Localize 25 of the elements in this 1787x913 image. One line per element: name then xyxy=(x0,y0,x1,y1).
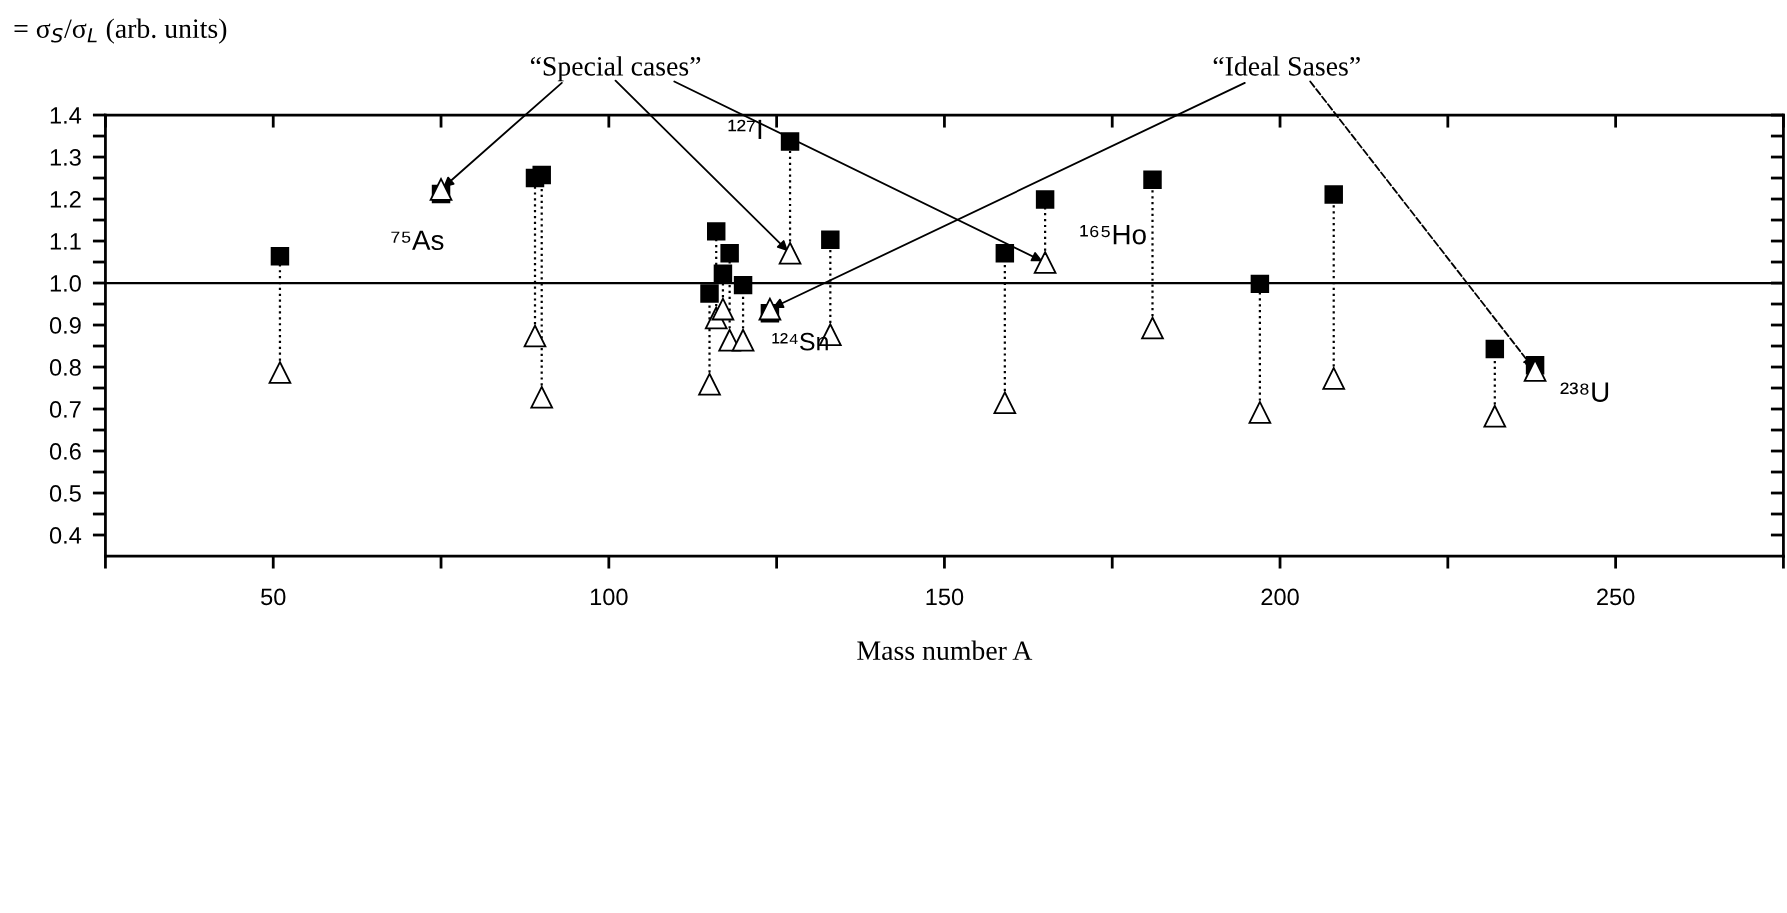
x-tick-label: 250 xyxy=(1597,588,1635,606)
x-axis-title: Mass number A xyxy=(857,640,1033,661)
y-tick-label: 1.0 xyxy=(50,275,81,292)
annotation: ⁷⁵As xyxy=(391,230,444,251)
annotation: ²³⁸U xyxy=(1560,382,1609,402)
y-tick-label: 0.7 xyxy=(49,401,81,418)
y-tick-label: 1.2 xyxy=(50,191,81,208)
y-tick-label: 0.4 xyxy=(49,527,82,544)
annotation: ¹⁶⁵Ho xyxy=(1080,225,1146,245)
annotation: “Ideal Sases” xyxy=(1213,56,1360,76)
x-tick-label: 200 xyxy=(1261,588,1299,606)
annotation: ¹²⁷I xyxy=(728,119,762,139)
y-tick-label: 0.6 xyxy=(49,443,81,460)
y-tick-label: 1.1 xyxy=(50,233,81,250)
annotation: “Special cases” xyxy=(530,56,701,82)
y-tick-label: 0.9 xyxy=(49,317,81,334)
y-tick-label: 0.8 xyxy=(49,359,81,376)
annotation: ¹²⁴Sn xyxy=(772,332,828,351)
y-tick-label: 1.3 xyxy=(50,149,81,166)
x-tick-label: 150 xyxy=(926,588,964,606)
y-tick-label: 0.5 xyxy=(49,485,81,502)
x-tick-label: 50 xyxy=(261,588,286,606)
y-axis-title: = σ$_{S}$/σ$_{L}$ (arb. units) xyxy=(14,18,227,44)
y-tick-label: 1.4 xyxy=(50,107,82,124)
x-tick-label: 100 xyxy=(590,588,628,606)
